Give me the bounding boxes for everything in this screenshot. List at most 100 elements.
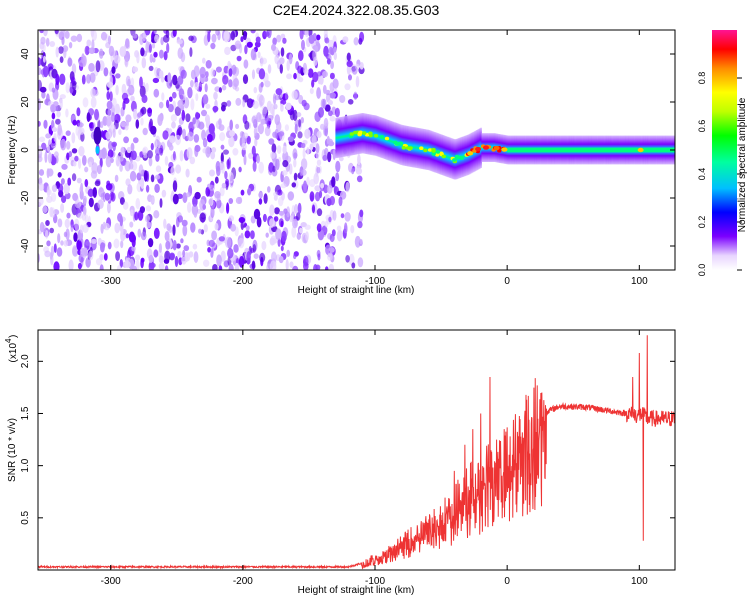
heatmap-cell (80, 182, 84, 194)
heatmap-cell (50, 155, 57, 166)
track-cell (338, 117, 341, 158)
heatmap-cell (277, 238, 281, 247)
track-cell (356, 114, 359, 155)
heatmap-cell (311, 79, 315, 88)
heatmap-cell (176, 217, 180, 228)
heatmap-cell (179, 150, 184, 162)
heatmap-cell (182, 128, 187, 140)
heatmap-cell (41, 142, 47, 151)
heatmap-cell (345, 254, 350, 263)
heatmap-cell (70, 224, 74, 233)
heatmap-cell (74, 155, 79, 162)
heatmap-cell (44, 250, 51, 258)
heatmap-cell (77, 262, 82, 270)
heatmap-cell (228, 215, 235, 222)
colorbar-tick-label: 0.2 (697, 216, 707, 229)
heatmap-cell (153, 88, 160, 98)
heatmap-cell (193, 134, 200, 143)
heatmap-cell (162, 130, 169, 140)
heatmap-cell (142, 127, 148, 136)
heatmap-cell (303, 102, 310, 111)
track-cell (340, 116, 343, 158)
heatmap-cell (130, 95, 135, 102)
heatmap-cell (281, 230, 287, 243)
heatmap-cell (317, 253, 321, 261)
heatmap-cell (313, 264, 318, 270)
heatmap-cell (88, 161, 92, 168)
heatmap-cell (194, 81, 199, 91)
heatmap-cell (172, 224, 176, 236)
heatmap-cell (134, 50, 140, 58)
heatmap-cell (45, 133, 51, 139)
heatmap-cell (216, 254, 222, 267)
heatmap-cell (254, 41, 261, 48)
heatmap-cell (297, 65, 303, 74)
heatmap-cell (240, 221, 244, 231)
heatmap-cell (94, 180, 101, 187)
heatmap-cell (100, 242, 106, 249)
track-cell (446, 136, 449, 177)
colorbar-gradient (712, 30, 737, 270)
heatmap-cell (64, 218, 71, 229)
heatmap-cell (50, 104, 56, 113)
heatmap-cell (150, 174, 155, 183)
heatmap-cell (354, 235, 361, 248)
heatmap-cell (334, 107, 340, 118)
heatmap-cell (92, 187, 98, 198)
heatmap-cell (218, 118, 222, 126)
heatmap-cell (46, 240, 51, 247)
heatmap-cell (316, 208, 323, 217)
heatmap-cell (180, 238, 184, 244)
heatmap-cell (84, 179, 89, 188)
heatmap-cell (224, 236, 232, 248)
heatmap-cell (140, 257, 145, 263)
heatmap-cell (43, 119, 48, 129)
heatmap-cell (140, 47, 145, 57)
figure-title: C2E4.2024.322.08.35.G03 (273, 2, 440, 18)
heatmap-cell (39, 86, 47, 93)
heatmap-cell (244, 44, 248, 55)
track-cell (463, 136, 466, 177)
heatmap-cell (164, 231, 170, 242)
heatmap-cell (278, 210, 284, 216)
heatmap-cell (125, 38, 130, 49)
track-cell (413, 127, 416, 168)
heatmap-cell (286, 206, 291, 218)
heatmap-cell (49, 227, 54, 234)
heatmap-cell (190, 98, 195, 111)
heatmap-cell (153, 51, 158, 58)
heatmap-cell (132, 66, 139, 73)
heatmap-cell (174, 255, 179, 268)
track-cell (389, 120, 392, 161)
heatmap-cell (222, 74, 229, 85)
heatmap-cell (42, 55, 46, 63)
heatmap-cell (234, 262, 239, 270)
heatmap-cell (119, 46, 127, 57)
heatmap-cell (91, 162, 98, 174)
track-hotspot (419, 146, 424, 150)
snr-frame (37, 329, 676, 571)
heatmap-cell (38, 169, 45, 176)
heatmap-cell (235, 123, 240, 129)
heatmap-cell (130, 209, 134, 217)
heatmap-cell (335, 160, 341, 173)
heatmap-cell (239, 131, 245, 138)
heatmap-cell (99, 157, 103, 168)
heatmap-cell (326, 184, 333, 194)
heatmap-cell (205, 114, 210, 124)
heatmap-cell (177, 126, 183, 136)
heatmap-cell (202, 94, 209, 105)
heatmap-cell (126, 146, 132, 154)
heatmap-cell (157, 114, 163, 126)
heatmap-cell (238, 196, 243, 204)
heatmap-cell (326, 58, 331, 65)
heatmap-cell (228, 68, 233, 77)
spectrogram-signal-track (335, 113, 675, 180)
snr-background (38, 330, 675, 570)
heatmap-cell (149, 53, 153, 64)
heatmap-cell (303, 180, 307, 192)
heatmap-cell (346, 52, 351, 62)
heatmap-cell (289, 215, 294, 223)
heatmap-cell (263, 193, 268, 204)
